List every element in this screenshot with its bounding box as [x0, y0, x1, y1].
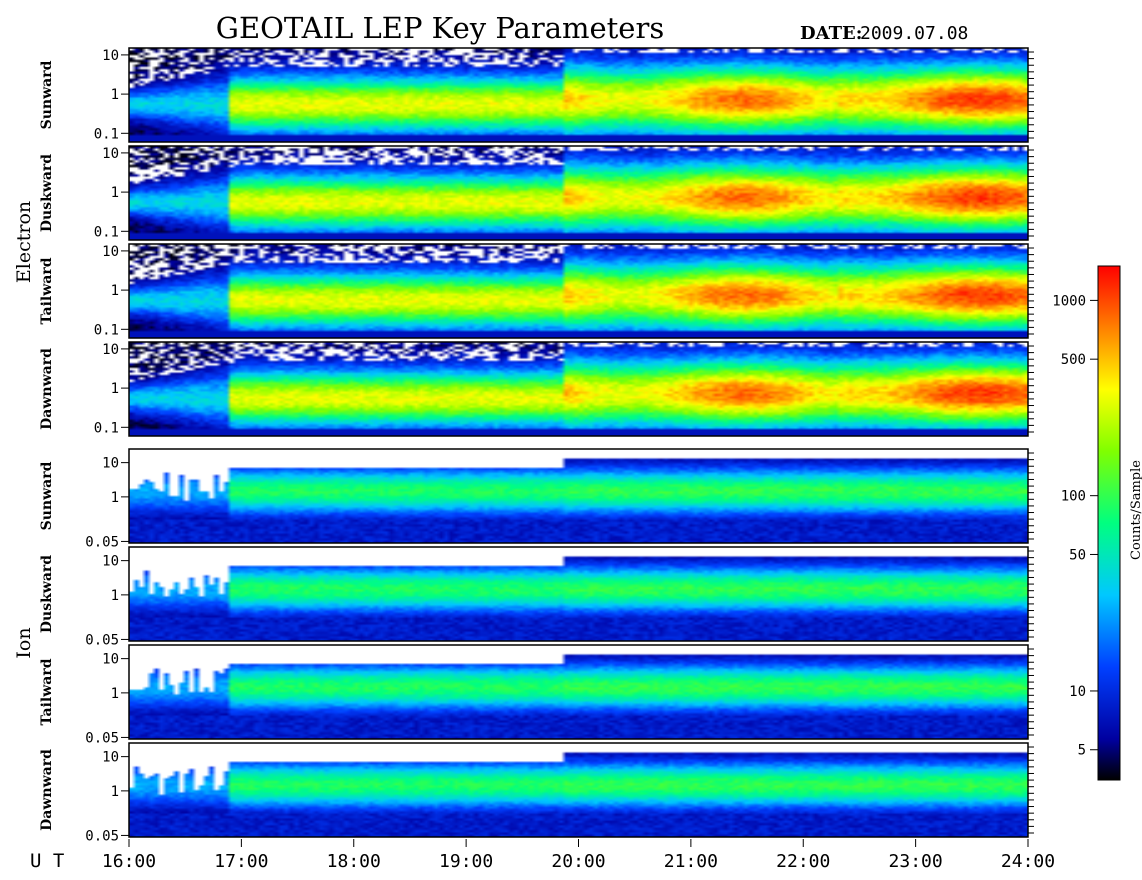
- y-tick-label: 10: [102, 342, 119, 358]
- panel-label: Tailward: [39, 257, 55, 324]
- spectrogram-ion-tailward: [129, 645, 1028, 739]
- y-tick-label: 1: [111, 87, 119, 103]
- y-tick-label: 1: [111, 381, 119, 397]
- panel-label: Dawnward: [39, 749, 55, 831]
- panel-frame: [128, 742, 1029, 838]
- colorbar-tick-label: 50: [1069, 547, 1086, 563]
- panel-frame: [128, 145, 1029, 241]
- panel-label: Duskward: [39, 154, 55, 232]
- colorbar-tick-label: 5: [1078, 743, 1086, 759]
- colorbar: 5 10 50 100 500 1000 Counts/Sample: [1052, 265, 1142, 781]
- y-tick-label: 10: [102, 456, 119, 472]
- panel-frame: [128, 341, 1029, 437]
- spectrogram-electron-sunward: [129, 48, 1028, 142]
- y-tick-label: 0.1: [94, 420, 119, 436]
- colorbar-tick-label: 100: [1061, 489, 1086, 505]
- time-axis-label: U T: [30, 850, 64, 872]
- spectrogram-ion-dawnward: [129, 743, 1028, 837]
- x-tick-label: 24:00: [1001, 851, 1055, 872]
- spectrogram-panels: 0.1 1 10 Sunward 0.1 1 10 Duskward 0.1 1 10 Tailwar…: [13, 47, 1034, 844]
- group-label: Ion: [13, 627, 35, 658]
- colorbar-tick-label: 1000: [1052, 293, 1086, 309]
- spectrogram-electron-duskward: [129, 146, 1028, 240]
- x-tick-label: 22:00: [776, 851, 830, 872]
- chart-title: GEOTAIL LEP Key Parameters: [216, 11, 664, 45]
- x-tick-label: 18:00: [327, 851, 381, 872]
- panel-label: Tailward: [39, 658, 55, 725]
- x-tick-label: 21:00: [664, 851, 718, 872]
- panel-label: Duskward: [39, 555, 55, 633]
- y-tick-label: 1: [111, 185, 119, 201]
- date-value: 2009.07.08: [860, 23, 968, 44]
- spectrogram-electron-dawnward: [129, 342, 1028, 436]
- y-tick-label: 1: [111, 283, 119, 299]
- y-tick-label: 10: [102, 244, 119, 260]
- panel-label: Sunward: [39, 461, 55, 530]
- y-tick-label: 10: [102, 750, 119, 766]
- panel-frame: [128, 448, 1029, 544]
- y-tick-label: 0.05: [85, 534, 119, 550]
- colorbar-tick-label: 10: [1069, 684, 1086, 700]
- panel-label: Sunward: [39, 60, 55, 129]
- panel-frame: [128, 243, 1029, 339]
- x-tick-label: 19:00: [439, 851, 493, 872]
- panel-label: Dawnward: [39, 348, 55, 430]
- x-tick-label: 23:00: [889, 851, 943, 872]
- y-tick-label: 0.05: [85, 632, 119, 648]
- y-tick-label: 1: [111, 784, 119, 800]
- y-tick-label: 10: [102, 48, 119, 64]
- spectrogram-ion-duskward: [129, 547, 1028, 641]
- spectrogram-electron-tailward: [129, 244, 1028, 338]
- colorbar-label: Counts/Sample: [1129, 460, 1142, 560]
- y-tick-label: 1: [111, 686, 119, 702]
- y-tick-label: 10: [102, 652, 119, 668]
- colorbar-tick-label: 500: [1061, 352, 1086, 368]
- date-label: DATE:: [800, 23, 862, 44]
- y-tick-label: 0.05: [85, 828, 119, 844]
- y-tick-label: 0.05: [85, 730, 119, 746]
- panel-frame: [128, 47, 1029, 143]
- spectrogram-ion-sunward: [129, 449, 1028, 543]
- time-axis: 16:00 17:00 18:00 19:00 20:00 21:00 22:00 23:00…: [102, 839, 1055, 872]
- panel-frame: [128, 546, 1029, 642]
- y-tick-label: 0.1: [94, 322, 119, 338]
- group-label: Electron: [13, 201, 35, 283]
- x-tick-label: 20:00: [551, 851, 605, 872]
- y-tick-label: 10: [102, 146, 119, 162]
- y-tick-label: 1: [111, 588, 119, 604]
- colorbar-ticks: 5 10 50 100 500 1000: [1052, 293, 1098, 759]
- panel-frame: [128, 644, 1029, 740]
- y-tick-label: 1: [111, 490, 119, 506]
- x-tick-label: 17:00: [214, 851, 268, 872]
- y-tick-label: 0.1: [94, 224, 119, 240]
- y-tick-label: 0.1: [94, 126, 119, 142]
- colorbar-ramp: [1097, 265, 1121, 781]
- y-tick-label: 10: [102, 554, 119, 570]
- x-tick-label: 16:00: [102, 851, 156, 872]
